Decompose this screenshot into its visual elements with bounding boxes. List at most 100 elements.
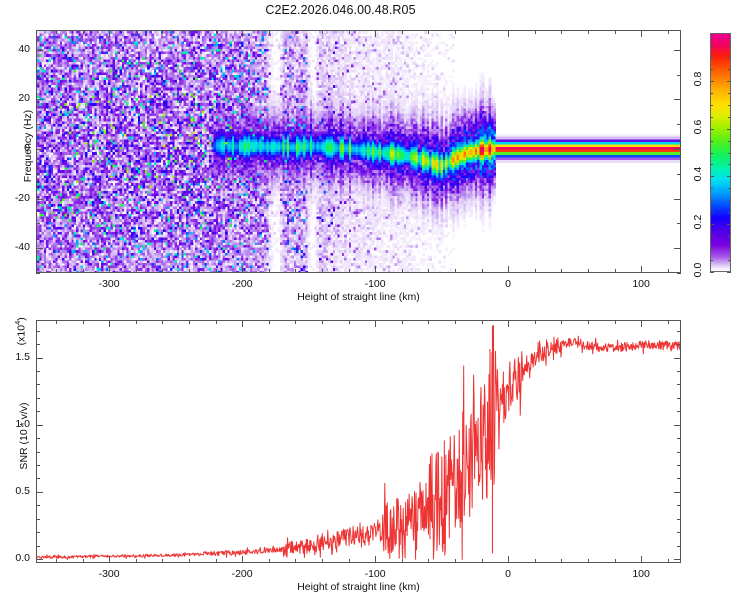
x-tick-minor-top — [401, 30, 403, 34]
y-tick-major-right — [674, 99, 681, 101]
x-tick-major-top — [375, 320, 377, 327]
y-tick-major — [36, 49, 43, 51]
x-tick-minor-top — [667, 30, 669, 34]
y-tick-label: 20 — [18, 92, 30, 105]
y-tick-minor — [36, 397, 40, 399]
x-tick-minor-top — [188, 320, 190, 324]
x-tick-minor — [614, 559, 616, 563]
x-tick-label: 0 — [505, 568, 512, 580]
y-tick-minor-right — [677, 74, 681, 76]
y-tick-label: -20 — [14, 191, 30, 204]
x-tick-minor-top — [401, 320, 403, 324]
x-tick-major-top — [109, 30, 111, 37]
x-tick-minor-top — [162, 30, 164, 34]
y-tick-minor-right — [677, 384, 681, 386]
x-tick-major-top — [109, 320, 111, 327]
x-tick-minor-top — [481, 320, 483, 324]
y-tick-minor — [36, 384, 40, 386]
x-tick-minor-top — [82, 30, 84, 34]
x-tick-major — [242, 556, 244, 563]
y-tick-minor-right — [677, 545, 681, 547]
x-tick-label: -300 — [98, 568, 120, 580]
colorbar-tick-minor-right — [728, 92, 731, 94]
x-tick-label: -200 — [231, 278, 253, 290]
colorbar-tick-minor — [710, 164, 713, 166]
x-tick-minor-top — [454, 320, 456, 324]
x-tick-minor — [82, 269, 84, 273]
x-tick-minor — [587, 559, 589, 563]
x-tick-label: -300 — [98, 278, 120, 290]
x-tick-minor-top — [268, 320, 270, 324]
x-tick-minor — [667, 269, 669, 273]
snr-exp-sup: 4 — [12, 320, 22, 325]
y-tick-minor — [36, 74, 40, 76]
y-tick-minor — [36, 411, 40, 413]
x-tick-minor — [481, 269, 483, 273]
x-tick-major — [242, 266, 244, 273]
y-tick-minor — [36, 465, 40, 466]
x-tick-minor — [295, 559, 297, 563]
x-tick-minor-top — [162, 320, 164, 324]
colorbar-tick-right — [727, 224, 731, 226]
colorbar-tick-label: 0.8 — [692, 71, 704, 87]
y-tick-minor — [36, 344, 40, 346]
y-tick-minor-right — [677, 438, 681, 440]
x-tick-minor-top — [534, 30, 536, 34]
colorbar-tick-minor-right — [728, 56, 731, 58]
x-tick-minor-top — [295, 320, 297, 324]
y-tick-label: 1.0 — [15, 417, 30, 430]
y-tick-minor-right — [677, 371, 681, 372]
x-tick-minor — [561, 559, 563, 563]
colorbar-tick-label: 0.4 — [692, 167, 704, 182]
colorbar-tick-minor — [710, 200, 713, 202]
colorbar-tick-minor-right — [728, 260, 731, 262]
x-tick-minor — [348, 559, 350, 563]
x-tick-minor-top — [55, 30, 57, 34]
x-tick-minor — [162, 559, 164, 563]
x-tick-minor — [268, 269, 270, 273]
x-tick-major — [508, 266, 510, 273]
x-tick-minor — [401, 269, 403, 273]
y-tick-minor — [36, 478, 40, 480]
x-tick-minor-top — [55, 320, 57, 324]
colorbar-tick-minor-right — [728, 140, 731, 142]
colorbar-tick-right — [727, 80, 731, 82]
x-tick-minor — [268, 559, 270, 563]
colorbar-tick-minor — [710, 212, 713, 214]
x-tick-label: 0 — [505, 278, 512, 290]
y-tick-label: 0 — [24, 142, 30, 154]
colorbar-tick-right — [727, 128, 731, 130]
x-tick-minor — [454, 269, 456, 273]
y-tick-minor-right — [677, 124, 681, 126]
y-tick-major-right — [674, 491, 681, 493]
y-tick-major-right — [674, 149, 681, 150]
y-tick-major-right — [674, 424, 681, 426]
x-tick-minor — [454, 559, 456, 563]
y-tick-minor — [36, 545, 40, 547]
x-tick-minor-top — [667, 320, 669, 324]
colorbar-tick-minor-right — [728, 200, 731, 202]
x-tick-minor — [534, 559, 536, 563]
x-tick-minor-top — [587, 320, 589, 324]
x-tick-minor-top — [428, 320, 430, 324]
y-tick-major — [36, 559, 43, 560]
x-tick-minor — [614, 269, 616, 273]
y-tick-minor — [36, 124, 40, 126]
x-tick-major — [109, 556, 111, 563]
x-tick-minor-top — [268, 30, 270, 34]
y-tick-minor — [36, 330, 40, 332]
y-tick-major — [36, 99, 43, 101]
x-tick-minor — [82, 559, 84, 563]
colorbar-tick-minor-right — [728, 104, 731, 106]
x-tick-minor — [534, 269, 536, 273]
x-tick-minor — [135, 559, 137, 563]
x-tick-minor-top — [321, 320, 323, 324]
y-tick-major — [36, 424, 43, 426]
colorbar-tick-minor-right — [728, 116, 731, 118]
x-tick-major — [508, 556, 510, 563]
colorbar-tick-minor-right — [728, 188, 731, 190]
y-tick-label: 40 — [18, 42, 30, 55]
y-tick-minor-right — [677, 505, 681, 507]
x-tick-minor — [587, 269, 589, 273]
x-tick-minor-top — [188, 30, 190, 34]
